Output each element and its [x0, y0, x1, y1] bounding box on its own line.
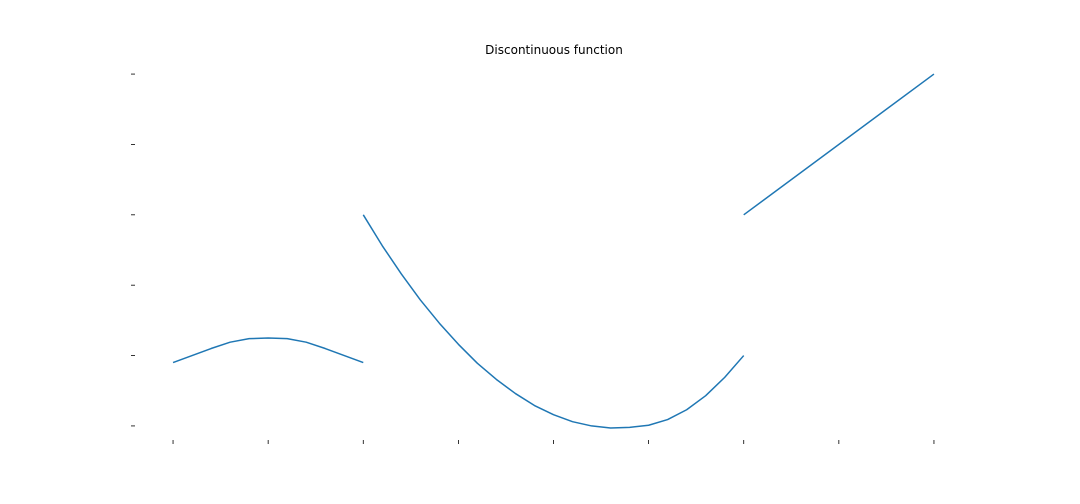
series-line-segment-2 — [362, 214, 745, 429]
x-axis-ticks — [172, 440, 935, 444]
series-line-segment-1 — [172, 337, 364, 364]
series-lines — [172, 73, 935, 429]
y-axis-ticks — [131, 73, 135, 427]
chart-title: Discontinuous function — [485, 43, 623, 57]
series-line-segment-3 — [743, 73, 935, 216]
